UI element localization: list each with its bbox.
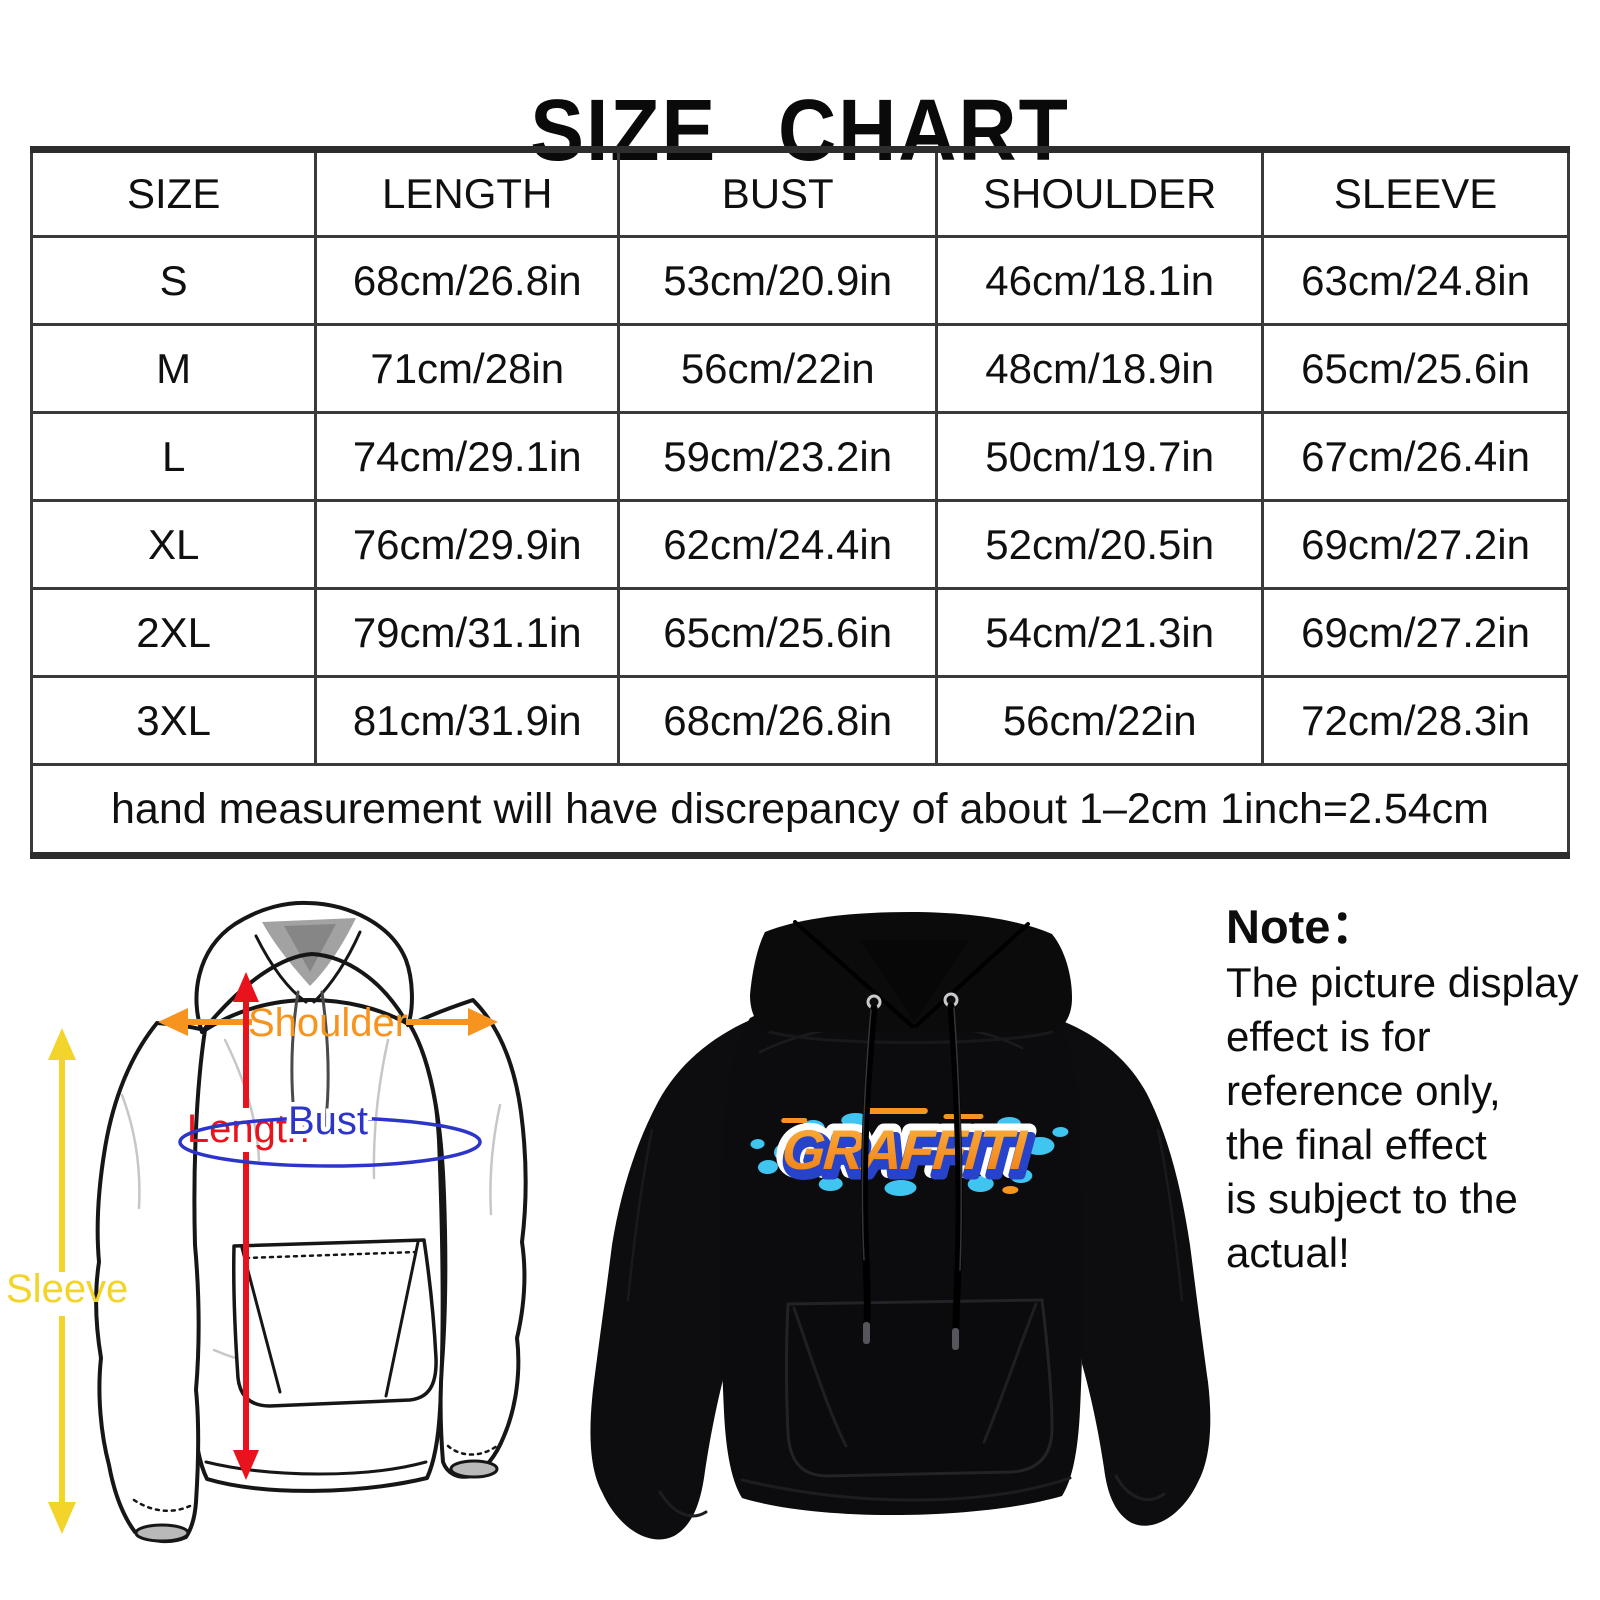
note-block: Note： The picture display effect is for … [1226, 898, 1596, 1280]
bust-label: Bust [288, 1099, 368, 1143]
graffiti-text-shadow: GRAFFITI [782, 1124, 1032, 1187]
note-heading: Note： [1226, 900, 1378, 953]
graffiti-text-halo: GRAFFITI [780, 1119, 1030, 1182]
col-header-shoulder: SHOULDER [935, 148, 1265, 238]
cell-shoulder: 48cm/18.9in [935, 323, 1265, 414]
size-table: SIZE LENGTH BUST SHOULDER SLEEVE S 68cm/… [29, 146, 1570, 859]
hoodie-pocket [785, 1298, 1054, 1478]
cell-sleeve: 72cm/28.3in [1261, 675, 1570, 766]
col-header-length: LENGTH [314, 148, 621, 238]
diagram-left-cuff [134, 1523, 190, 1543]
sleeve-label: Sleeve [6, 1267, 128, 1311]
cell-length: 71cm/28in [314, 323, 621, 414]
cell-sleeve: 65cm/25.6in [1261, 323, 1570, 414]
table-row: 3XL 81cm/31.9in 68cm/26.8in 56cm/22in 72… [29, 675, 1570, 766]
cell-shoulder: 46cm/18.1in [935, 235, 1265, 326]
paint-accents [781, 1108, 1019, 1194]
col-header-size: SIZE [29, 148, 318, 238]
bust-annotation: Bust [178, 1095, 482, 1168]
sleeve-annotation: Sleeve [6, 1028, 128, 1534]
length-annotation: Length [187, 972, 309, 1480]
diagram-drawstrings [290, 990, 330, 1136]
shoulder-label: Shoulder [248, 1001, 408, 1045]
cell-sleeve: 69cm/27.2in [1261, 587, 1570, 678]
diagram-pocket [231, 1238, 438, 1408]
measurement-footnote: hand measurement will have discrepancy o… [30, 763, 1570, 857]
note-line: is subject to the [1226, 1175, 1518, 1222]
cell-size: M [29, 323, 318, 414]
cell-size: L [29, 411, 318, 502]
note-line: The picture display [1226, 959, 1579, 1006]
hoodie-drawstrings [860, 1002, 963, 1350]
cell-length: 79cm/31.1in [314, 587, 621, 678]
note-line: reference only, [1226, 1067, 1501, 1114]
cell-shoulder: 56cm/22in [935, 675, 1265, 766]
cell-shoulder: 52cm/20.5in [935, 499, 1265, 590]
note-line: the final effect [1226, 1121, 1487, 1168]
cell-shoulder: 54cm/21.3in [935, 587, 1265, 678]
cell-length: 68cm/26.8in [314, 235, 621, 326]
cell-shoulder: 50cm/19.7in [935, 411, 1265, 502]
cell-sleeve: 69cm/27.2in [1261, 499, 1570, 590]
cell-bust: 68cm/26.8in [617, 675, 939, 766]
measurement-diagram: Shoulder Length Bust Sleeve [6, 900, 528, 1544]
cell-bust: 53cm/20.9in [617, 235, 939, 326]
header-row: SIZE LENGTH BUST SHOULDER SLEEVE [29, 148, 1570, 238]
cell-length: 81cm/31.9in [314, 675, 621, 766]
footnote-row: hand measurement will have discrepancy o… [30, 763, 1570, 857]
col-header-bust: BUST [617, 148, 939, 238]
table-row: S 68cm/26.8in 53cm/20.9in 46cm/18.1in 63… [29, 235, 1570, 326]
cell-bust: 65cm/25.6in [617, 587, 939, 678]
col-header-sleeve: SLEEVE [1261, 148, 1570, 238]
cell-bust: 59cm/23.2in [617, 411, 939, 502]
table-row: L 74cm/29.1in 59cm/23.2in 50cm/19.7in 67… [29, 411, 1570, 502]
hoodie-right-sleeve [1055, 1018, 1211, 1526]
cell-size: 3XL [29, 675, 318, 766]
product-photo: GRAFFITI GRAFFITI GRAFFITI [590, 912, 1211, 1540]
cell-sleeve: 67cm/26.4in [1261, 411, 1570, 502]
note-line: effect is for [1226, 1013, 1431, 1060]
cell-sleeve: 63cm/24.8in [1261, 235, 1570, 326]
note-line: actual! [1226, 1229, 1350, 1276]
table-row: M 71cm/28in 56cm/22in 48cm/18.9in 65cm/2… [29, 323, 1570, 414]
cell-bust: 62cm/24.4in [617, 499, 939, 590]
diagram-left-sleeve [94, 1021, 207, 1544]
diagram-hood [194, 900, 414, 1034]
cell-size: XL [29, 499, 318, 590]
size-table-body: S 68cm/26.8in 53cm/20.9in 46cm/18.1in 63… [29, 235, 1570, 766]
cell-size: S [29, 235, 318, 326]
cell-length: 76cm/29.9in [314, 499, 621, 590]
hoodie-left-sleeve [590, 1020, 750, 1540]
diagram-right-cuff [449, 1459, 499, 1479]
cell-size: 2XL [29, 587, 318, 678]
table-row: XL 76cm/29.9in 62cm/24.4in 52cm/20.5in 6… [29, 499, 1570, 590]
graffiti-print: GRAFFITI GRAFFITI GRAFFITI [750, 1108, 1069, 1196]
table-row: 2XL 79cm/31.1in 65cm/25.6in 54cm/21.3in … [29, 587, 1570, 678]
cell-length: 74cm/29.1in [314, 411, 621, 502]
cell-bust: 56cm/22in [617, 323, 939, 414]
paint-splatter [750, 1113, 1069, 1196]
graffiti-text: GRAFFITI [780, 1118, 1030, 1181]
size-table-header: SIZE LENGTH BUST SHOULDER SLEEVE [29, 148, 1570, 238]
shoulder-annotation: Shoulder [158, 1001, 498, 1045]
